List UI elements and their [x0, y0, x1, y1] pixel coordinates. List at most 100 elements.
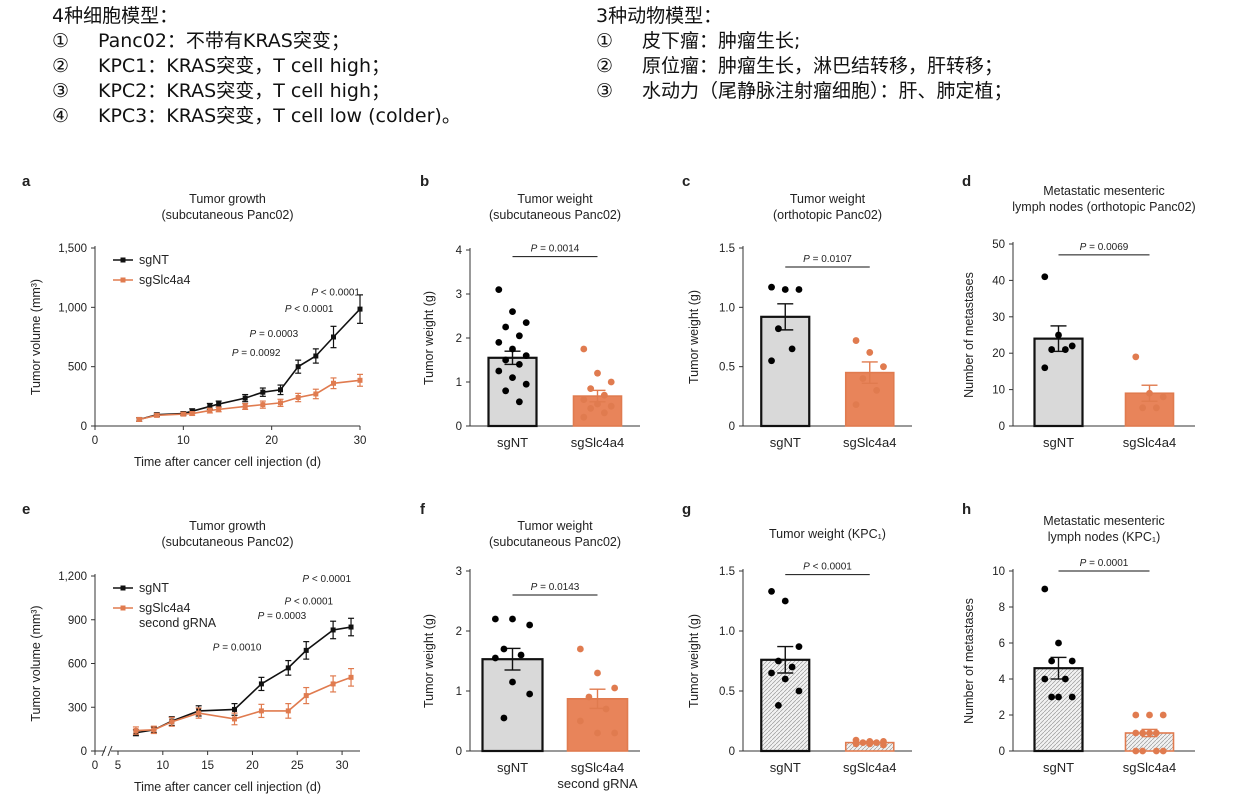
- item-text: KPC2：KRAS突变，T cell high；: [98, 80, 391, 102]
- y-axis-label: Tumor weight (g): [422, 291, 436, 385]
- data-point: [859, 375, 867, 382]
- data-point: [357, 377, 363, 383]
- x-tick-label: 0: [92, 760, 98, 772]
- data-point: [285, 708, 291, 714]
- data-point: [348, 674, 354, 680]
- x-tick-label: 0: [92, 435, 98, 447]
- data-point: [522, 380, 530, 388]
- data-point: [207, 403, 213, 409]
- x-tick-label: 20: [265, 435, 278, 447]
- data-point: [580, 345, 588, 353]
- bar-chart-d: Metastatic mesenteric lymph nodes (orthot…: [962, 173, 1196, 450]
- y-tick-label: 10: [992, 566, 1005, 578]
- cell-models-heading: 4种细胞模型：: [52, 5, 179, 27]
- data-point: [1068, 657, 1076, 665]
- data-point: [587, 405, 595, 412]
- bar: [1033, 337, 1084, 428]
- data-point: [602, 705, 610, 713]
- legend-marker: [120, 585, 126, 591]
- data-point: [502, 387, 510, 395]
- cell-model-item: ③ KPC2：KRAS突变，T cell high；: [52, 79, 461, 104]
- p-value-label: P < 0.0001: [302, 574, 351, 585]
- data-point: [1048, 693, 1056, 701]
- data-point: [768, 283, 775, 291]
- data-point: [331, 380, 336, 386]
- cell-model-item: ④ KPC3：KRAS突变，T cell low (colder)。: [52, 104, 461, 129]
- p-value-label: P = 0.0143: [531, 582, 580, 593]
- data-point: [873, 739, 881, 746]
- y-tick-label: 20: [992, 348, 1005, 360]
- data-point: [242, 395, 248, 401]
- data-point: [1055, 693, 1062, 701]
- data-point: [1061, 675, 1069, 683]
- y-tick-label: 1.5: [719, 566, 735, 578]
- chart-title: Tumor growth: [189, 519, 266, 533]
- item-number: ③: [52, 80, 70, 102]
- data-point: [1068, 693, 1076, 701]
- y-tick-label: 300: [68, 702, 87, 714]
- data-point: [1152, 729, 1160, 737]
- data-point: [1055, 639, 1062, 647]
- y-tick-label: 0: [999, 746, 1005, 758]
- data-point: [526, 690, 534, 698]
- bar-chart-g: Tumor weight (KPC₁) g 0 0.5 1.0 1.5 Tumor weig…: [682, 501, 912, 775]
- y-tick-label: 0: [456, 421, 462, 433]
- item-text: 水动力（尾静脉注射瘤细胞）：肝、肺定植；: [642, 80, 1013, 102]
- bar-chart-b: Tumor weight (subcutaneous Panc02) b 0 1 2 3 4 T…: [420, 173, 640, 450]
- data-point: [196, 710, 202, 716]
- data-point: [852, 740, 860, 748]
- panel-letter: g: [682, 501, 691, 518]
- item-text: 原位瘤：肿瘤生长，淋巴结转移，肝转移；: [642, 55, 1004, 77]
- x-axis-label: Time after cancer cell injection (d): [134, 780, 321, 794]
- data-point: [154, 412, 160, 418]
- y-axis-label: Tumor volume (mm³): [29, 279, 43, 395]
- x-tick-label: 10: [156, 760, 169, 772]
- item-text: KPC3：KRAS突变，T cell low (colder)。: [98, 105, 461, 127]
- legend-label: second gRNA: [139, 616, 217, 630]
- chart-title: Tumor weight: [517, 519, 593, 533]
- data-point: [768, 588, 775, 595]
- data-point: [330, 627, 336, 633]
- data-point: [1061, 346, 1069, 353]
- data-point: [180, 411, 186, 417]
- p-value-label: P = 0.0010: [213, 642, 262, 653]
- data-point: [594, 400, 601, 408]
- legend-marker: [120, 257, 126, 263]
- data-point: [1048, 657, 1056, 665]
- data-point: [1139, 747, 1147, 755]
- legend-label: sgSlc4a4: [139, 273, 190, 287]
- p-value-label: P < 0.0001: [285, 304, 334, 315]
- data-point: [1159, 393, 1167, 401]
- data-point: [522, 352, 530, 359]
- data-point: [216, 401, 222, 407]
- data-point: [258, 708, 264, 714]
- series-line: [138, 308, 361, 421]
- data-point: [278, 387, 283, 393]
- y-tick-label: 4: [456, 245, 463, 257]
- y-tick-label: 4: [999, 674, 1006, 686]
- data-point: [502, 356, 510, 364]
- x-tick-label: 25: [291, 760, 304, 772]
- x-tick-label: 30: [336, 760, 349, 772]
- item-text: KPC1：KRAS突变，T cell high；: [98, 55, 391, 77]
- data-point: [866, 349, 874, 356]
- data-point: [260, 389, 266, 395]
- chart-title: Tumor weight: [517, 192, 593, 206]
- data-point: [133, 728, 139, 734]
- data-point: [1159, 711, 1167, 719]
- data-point: [509, 308, 516, 315]
- category-label: sgSlc4a4: [1123, 760, 1176, 775]
- cell-model-item: ① Panc02：不带有KRAS突变；: [52, 29, 461, 54]
- y-tick-label: 3: [456, 289, 462, 301]
- y-tick-label: 3: [456, 566, 462, 578]
- p-value-label: P = 0.0014: [531, 244, 580, 255]
- bar-chart-c: Tumor weight (orthotopic Panc02) c 0 0.5 1.0 1…: [682, 173, 912, 450]
- data-point: [611, 729, 619, 737]
- data-point: [774, 657, 782, 665]
- y-tick-label: 0: [81, 746, 87, 758]
- y-tick-label: 0.5: [719, 686, 735, 698]
- legend-label: sgNT: [139, 253, 169, 267]
- item-text: 皮下瘤：肿瘤生长;: [642, 30, 801, 52]
- y-tick-label: 40: [992, 275, 1005, 287]
- y-tick-label: 2: [456, 333, 462, 345]
